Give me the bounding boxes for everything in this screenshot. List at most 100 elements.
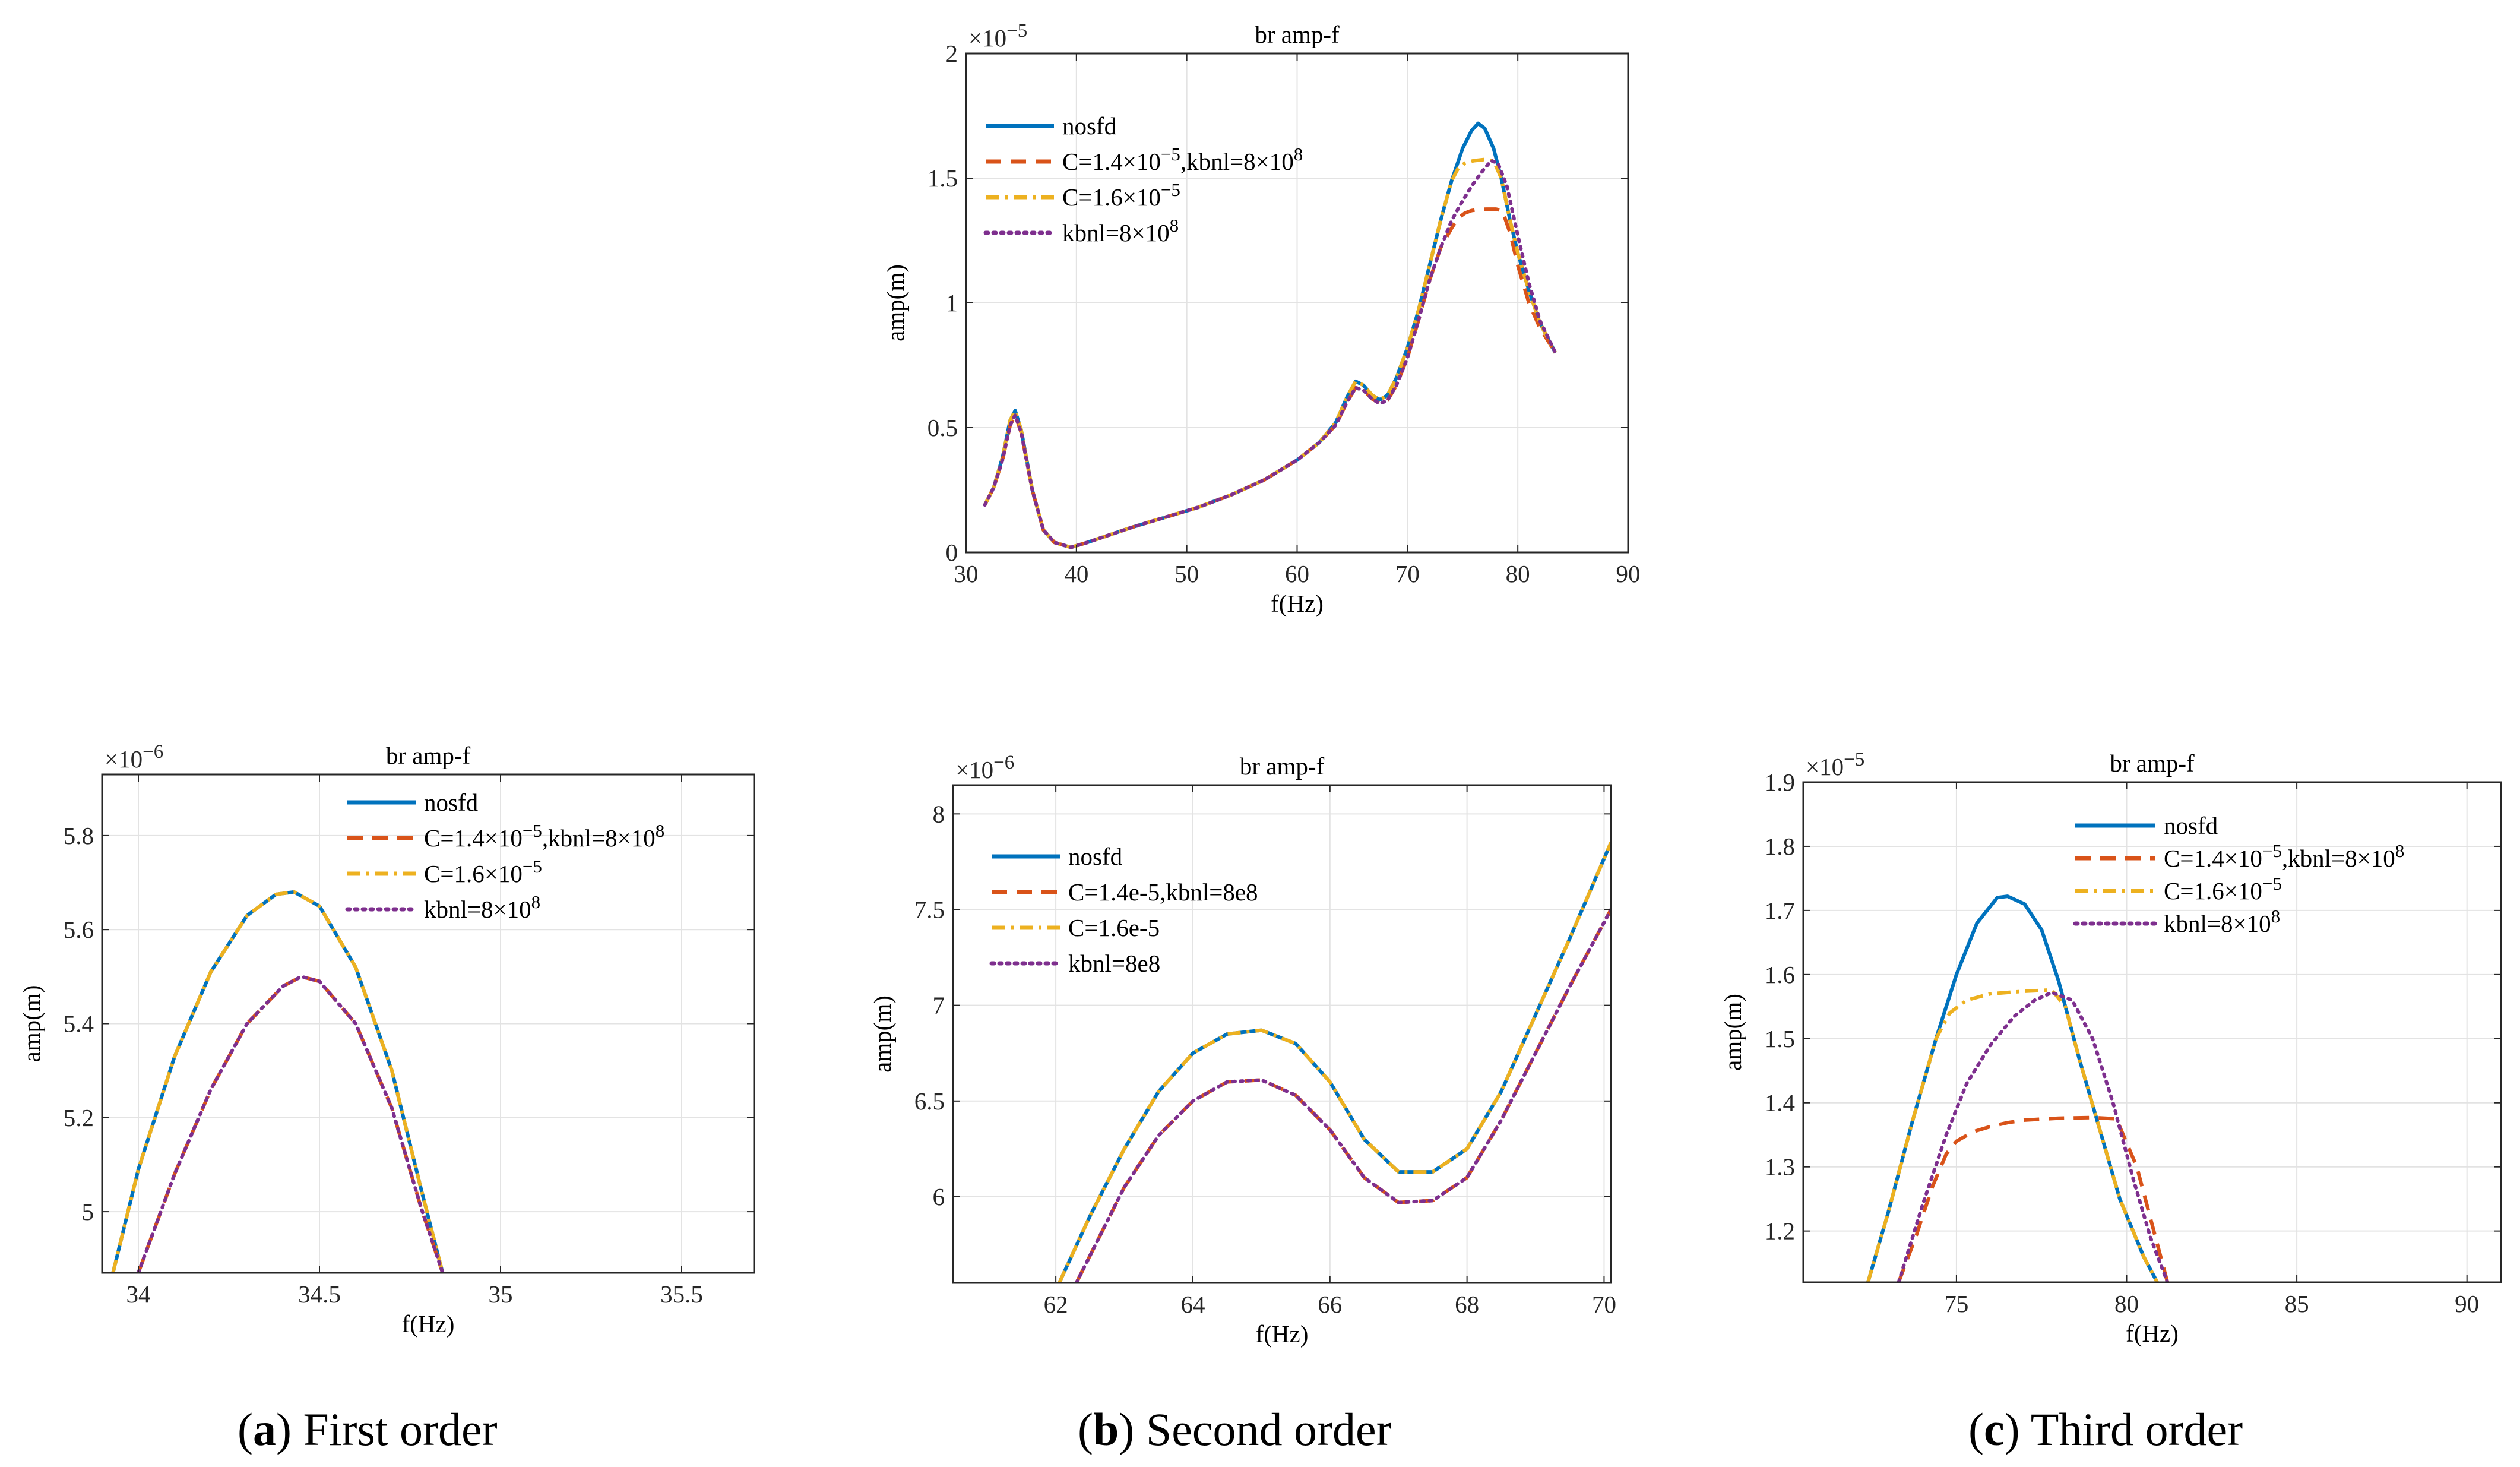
legend-label-superscript: 8	[1294, 144, 1303, 165]
y-tick-label: 2	[946, 40, 958, 67]
x-tick-label: 40	[1064, 560, 1088, 587]
chart-title: br amp-f	[386, 742, 471, 769]
y-tick-label: 0.5	[927, 414, 958, 441]
legend-label-superscript: 8	[2271, 906, 2281, 927]
legend-label-2: C=1.6×10−5	[1062, 179, 1180, 211]
caption-b-letter: b	[1093, 1403, 1119, 1455]
legend-label-text: C=1.6×10	[2164, 877, 2262, 905]
x-tick-label: 80	[2114, 1290, 2139, 1317]
chart-first-order: 34 34.5 35 35.5 5 5.2 5.4 5.6 5.8 ×10−6 br amp-f f(…	[18, 741, 755, 1338]
x-tick-label: 75	[1944, 1290, 1968, 1317]
x-tick-label: 66	[1318, 1291, 1342, 1318]
caption-a-text: First order	[303, 1403, 498, 1455]
legend-label-1: C=1.4×10−5,kbnl=8×108	[424, 820, 664, 852]
caption-b-text: Second order	[1145, 1403, 1392, 1455]
caption-c: (c) Third order	[1968, 1403, 2243, 1455]
axis-exponent-power: −5	[1844, 749, 1864, 770]
legend-label-1: C=1.4×10−5,kbnl=8×108	[1062, 144, 1303, 175]
x-tick-label: 85	[2285, 1290, 2309, 1317]
y-tick-label: 5.2	[64, 1104, 94, 1131]
series-line-3	[1074, 908, 1611, 1283]
x-axis-label: f(Hz)	[402, 1310, 455, 1338]
plot-area	[953, 785, 1611, 1283]
x-tick-label: 34.5	[298, 1281, 341, 1308]
axis-exponent-base: ×10	[105, 745, 143, 773]
axes-box	[952, 784, 1612, 1284]
legend-label-superscript: −5	[1161, 144, 1180, 165]
axis-exponent-power: −6	[143, 741, 163, 763]
x-tick-label: 70	[1395, 560, 1420, 587]
axis-exponent-base: ×10	[968, 24, 1006, 52]
axis-exponent: ×10−5	[1806, 749, 1864, 780]
legend-label-superscript: −5	[523, 856, 542, 877]
legend-label-1: C=1.4e-5,kbnl=8e8	[1068, 878, 1258, 906]
plot-area	[1803, 782, 2501, 1282]
y-tick-label: 1.8	[1765, 833, 1795, 860]
axes-box	[1802, 781, 2502, 1283]
legend-label-text: ,kbnl=8×10	[1180, 148, 1294, 175]
chart-second-order: 62 64 66 68 70 6 6.5 7 7.5 8 ×10−6 br amp-f f(Hz) amp…	[869, 752, 1616, 1348]
legend-label-2: C=1.6×10−5	[2164, 873, 2282, 905]
legend-label-text: nosfd	[1062, 112, 1116, 140]
legend-label-2: C=1.6e-5	[1068, 914, 1160, 941]
caption-b: (b) Second order	[1078, 1403, 1392, 1455]
y-tick-label: 7	[933, 992, 945, 1019]
legend-label-2: C=1.6×10−5	[424, 856, 542, 887]
x-tick-label: 60	[1285, 560, 1309, 587]
x-tick-label: 64	[1180, 1291, 1205, 1318]
series-line-2	[111, 890, 445, 1273]
y-tick-label: 6.5	[914, 1087, 945, 1115]
legend-label-0: nosfd	[2164, 812, 2218, 839]
y-tick-label: 1.2	[1765, 1218, 1795, 1245]
legend-label-3: kbnl=8e8	[1068, 950, 1160, 977]
legend-label-3: kbnl=8×108	[2164, 906, 2280, 937]
y-tick-label: 6	[933, 1183, 945, 1210]
x-axis-label: f(Hz)	[1271, 590, 1324, 617]
axis-exponent: ×10−6	[955, 752, 1014, 783]
y-tick-label: 5.8	[64, 822, 94, 849]
y-tick-label: 5.6	[64, 916, 94, 943]
legend-label-text: C=1.6×10	[424, 860, 523, 887]
caption-c-letter: c	[1983, 1403, 2005, 1455]
legend-label-text: kbnl=8×10	[424, 896, 531, 923]
caption-a: (a) First order	[238, 1403, 498, 1455]
y-tick-label: 8	[933, 800, 945, 827]
legend-label-superscript: −5	[2262, 840, 2282, 861]
y-tick-label: 1.6	[1765, 961, 1795, 988]
legend-label-text: C=1.4×10	[424, 824, 523, 852]
axis-exponent-power: −6	[993, 752, 1014, 773]
series-line-1	[983, 207, 1557, 549]
x-axis-label: f(Hz)	[2126, 1320, 2179, 1347]
legend-label-text: kbnl=8×10	[1062, 219, 1170, 246]
legend-label-1: C=1.4×10−5,kbnl=8×108	[2164, 840, 2404, 872]
y-tick-label: 1.9	[1765, 769, 1795, 796]
series-line-2	[1866, 988, 2159, 1282]
y-axis-label: amp(m)	[1719, 994, 1746, 1071]
legend-label-text: ,kbnl=8×10	[542, 824, 656, 852]
y-tick-label: 7.5	[914, 896, 945, 924]
x-tick-label: 50	[1174, 560, 1199, 587]
x-tick-label: 35	[489, 1281, 513, 1308]
legend-label-0: nosfd	[1068, 843, 1122, 870]
caption-a-letter: a	[252, 1403, 276, 1455]
axis-exponent: ×10−5	[968, 20, 1027, 52]
x-tick-label: 80	[1506, 560, 1530, 587]
legend-label-3: kbnl=8×108	[1062, 215, 1179, 246]
y-tick-label: 1.7	[1765, 897, 1795, 924]
legend-label-text: nosfd	[1068, 843, 1122, 870]
chart-third-order: 75 80 85 901.21.31.41.51.61.71.81.9×10−5 br …	[1719, 749, 2502, 1347]
series-line-3	[983, 159, 1557, 549]
y-tick-label: 1.5	[1765, 1025, 1795, 1052]
legend-label-text: C=1.4e-5,kbnl=8e8	[1068, 878, 1258, 906]
legend-label-superscript: 8	[656, 820, 665, 841]
y-tick-label: 5	[82, 1198, 94, 1225]
legend-label-text: ,kbnl=8×10	[2282, 845, 2395, 872]
y-axis-label: amp(m)	[882, 264, 909, 342]
legend-label-text: kbnl=8e8	[1068, 950, 1160, 977]
series-line-3	[1897, 991, 2170, 1282]
y-axis-label: amp(m)	[869, 995, 896, 1073]
y-tick-label: 0	[946, 539, 958, 566]
y-tick-label: 1.4	[1765, 1089, 1795, 1117]
legend-label-3: kbnl=8×108	[424, 891, 540, 923]
